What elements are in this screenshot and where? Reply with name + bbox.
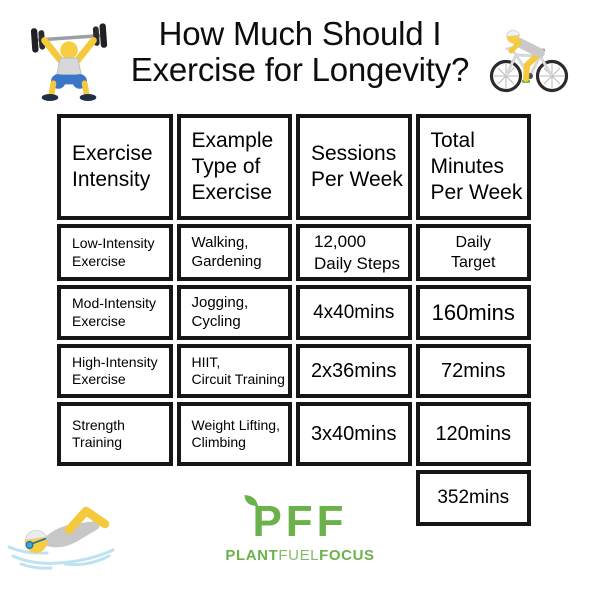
- brand-logo: PFF PLANTFUELFOCUS: [0, 495, 600, 564]
- exercise-table: Exercise Intensity Example Type of Exerc…: [57, 114, 531, 526]
- cell-strength-sessions: 3x40mins: [296, 402, 412, 466]
- cell-strength-examples: Weight Lifting, Climbing: [176, 402, 292, 466]
- cell-high-total: 72mins: [415, 344, 531, 398]
- brand-fuel: FUEL: [278, 547, 320, 564]
- brand-focus: FOCUS: [319, 547, 375, 564]
- leaf-icon: [244, 495, 259, 506]
- logo-acronym-wrap: PFF: [244, 495, 348, 546]
- cell-high-sessions: 2x36mins: [296, 344, 412, 398]
- swimmer-icon: [7, 506, 115, 570]
- brand-plant: PLANT: [225, 547, 279, 564]
- logo-acronym: PFF: [252, 497, 348, 546]
- header-sessions-per-week: Sessions Per Week: [296, 114, 412, 220]
- cell-mod-total: 160mins: [415, 285, 531, 340]
- header-exercise-intensity: Exercise Intensity: [57, 114, 173, 220]
- cell-mod-examples: Jogging, Cycling: [176, 285, 292, 340]
- cell-strength-total: 120mins: [415, 402, 531, 466]
- page-title: How Much Should I Exercise for Longevity…: [130, 15, 470, 89]
- cell-weekly-total: 352mins: [415, 470, 531, 526]
- cell-low-intensity: Low-Intensity Exercise: [57, 224, 173, 281]
- cyclist-icon: [489, 29, 569, 93]
- brand-name: PLANTFUELFOCUS: [0, 547, 600, 564]
- header-total-minutes: Total Minutes Per Week: [415, 114, 531, 220]
- weightlifter-icon: [30, 23, 108, 101]
- cell-mod-intensity: Mod-Intensity Exercise: [57, 285, 173, 340]
- cell-low-examples: Walking, Gardening: [176, 224, 292, 281]
- cell-low-sessions: 12,000 Daily Steps: [296, 224, 412, 281]
- cell-mod-sessions: 4x40mins: [296, 285, 412, 340]
- cell-low-total: Daily Target: [415, 224, 531, 281]
- cell-high-examples: HIIT, Circuit Training: [176, 344, 292, 398]
- header-example-type: Example Type of Exercise: [176, 114, 292, 220]
- cell-strength-training: Strength Training: [57, 402, 173, 466]
- cell-high-intensity: High-Intensity Exercise: [57, 344, 173, 398]
